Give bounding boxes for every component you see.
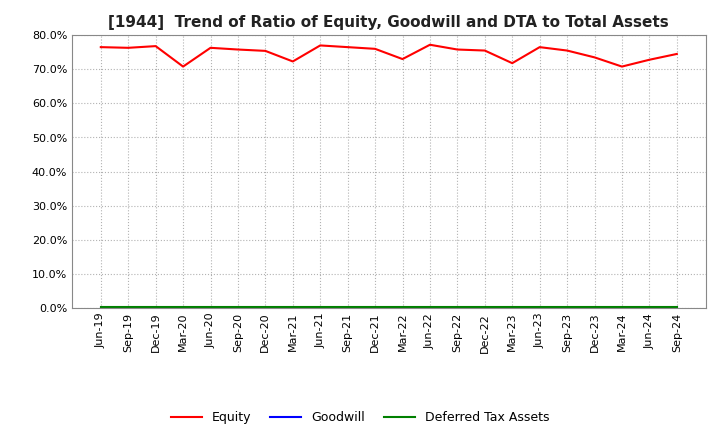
Equity: [536, 44, 544, 50]
Equity: [480, 48, 489, 53]
Goodwill: [480, 305, 489, 311]
Deferred Tax Assets: [645, 304, 654, 310]
Equity: [426, 42, 434, 48]
Goodwill: [672, 305, 681, 311]
Equity: [233, 47, 242, 52]
Legend: Equity, Goodwill, Deferred Tax Assets: Equity, Goodwill, Deferred Tax Assets: [166, 407, 554, 429]
Goodwill: [96, 305, 105, 311]
Deferred Tax Assets: [480, 304, 489, 310]
Equity: [508, 61, 516, 66]
Deferred Tax Assets: [233, 304, 242, 310]
Deferred Tax Assets: [316, 304, 325, 310]
Deferred Tax Assets: [371, 304, 379, 310]
Goodwill: [536, 305, 544, 311]
Deferred Tax Assets: [453, 304, 462, 310]
Equity: [563, 48, 572, 53]
Equity: [96, 44, 105, 50]
Deferred Tax Assets: [124, 304, 132, 310]
Equity: [672, 51, 681, 57]
Goodwill: [151, 305, 160, 311]
Deferred Tax Assets: [343, 304, 352, 310]
Equity: [151, 44, 160, 49]
Deferred Tax Assets: [672, 304, 681, 310]
Equity: [316, 43, 325, 48]
Deferred Tax Assets: [508, 304, 516, 310]
Deferred Tax Assets: [206, 304, 215, 310]
Goodwill: [398, 305, 407, 311]
Goodwill: [508, 305, 516, 311]
Deferred Tax Assets: [261, 304, 270, 310]
Goodwill: [426, 305, 434, 311]
Deferred Tax Assets: [289, 304, 297, 310]
Equity: [398, 56, 407, 62]
Goodwill: [453, 305, 462, 311]
Deferred Tax Assets: [426, 304, 434, 310]
Deferred Tax Assets: [536, 304, 544, 310]
Goodwill: [590, 305, 599, 311]
Deferred Tax Assets: [151, 304, 160, 310]
Goodwill: [343, 305, 352, 311]
Goodwill: [261, 305, 270, 311]
Deferred Tax Assets: [618, 304, 626, 310]
Equity: [645, 57, 654, 62]
Deferred Tax Assets: [96, 304, 105, 310]
Goodwill: [371, 305, 379, 311]
Deferred Tax Assets: [590, 304, 599, 310]
Goodwill: [316, 305, 325, 311]
Goodwill: [645, 305, 654, 311]
Goodwill: [618, 305, 626, 311]
Equity: [289, 59, 297, 64]
Equity: [206, 45, 215, 51]
Title: [1944]  Trend of Ratio of Equity, Goodwill and DTA to Total Assets: [1944] Trend of Ratio of Equity, Goodwil…: [109, 15, 669, 30]
Deferred Tax Assets: [563, 304, 572, 310]
Goodwill: [233, 305, 242, 311]
Line: Equity: Equity: [101, 45, 677, 66]
Goodwill: [206, 305, 215, 311]
Goodwill: [179, 305, 187, 311]
Equity: [590, 55, 599, 60]
Equity: [124, 45, 132, 51]
Deferred Tax Assets: [398, 304, 407, 310]
Equity: [179, 64, 187, 69]
Equity: [371, 46, 379, 51]
Goodwill: [289, 305, 297, 311]
Deferred Tax Assets: [179, 304, 187, 310]
Goodwill: [563, 305, 572, 311]
Equity: [618, 64, 626, 69]
Goodwill: [124, 305, 132, 311]
Equity: [453, 47, 462, 52]
Equity: [261, 48, 270, 54]
Equity: [343, 44, 352, 50]
